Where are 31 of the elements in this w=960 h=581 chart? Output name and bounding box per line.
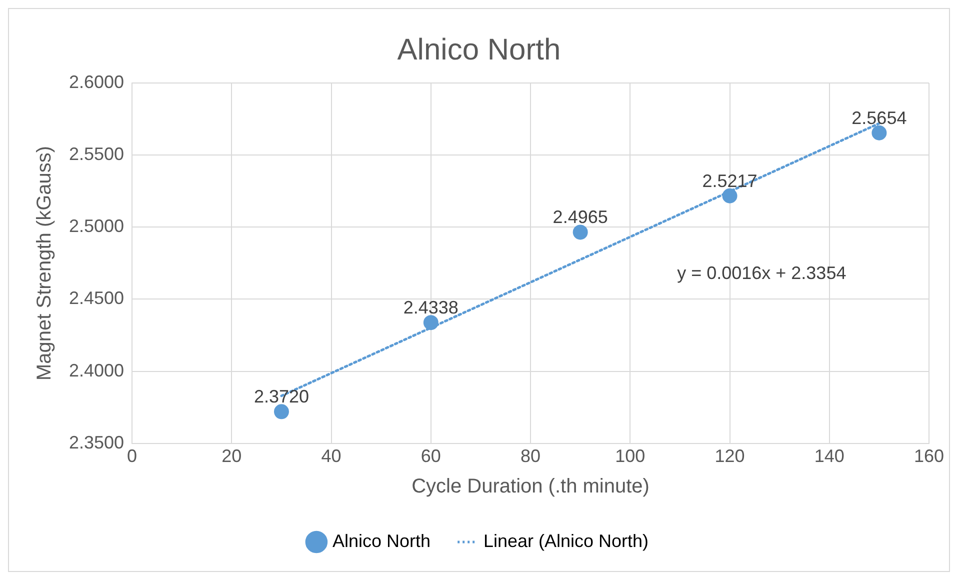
x-tick-label: 0 [127, 446, 138, 466]
x-tick-label: 80 [520, 446, 541, 466]
x-axis-title: Cycle Duration (.th minute) [412, 476, 650, 498]
point [722, 188, 738, 204]
data-label: 2.4338 [403, 298, 458, 318]
point [572, 224, 588, 240]
x-tick-label: 100 [615, 446, 646, 466]
y-tick-label: 2.4000 [68, 360, 124, 380]
y-tick-label: 2.5000 [68, 216, 124, 236]
y-tick-label: 2.3500 [68, 432, 124, 452]
y-tick-label: 2.4500 [68, 288, 124, 308]
data-label: 2.3720 [254, 386, 310, 407]
chart-title: Alnico North [397, 33, 561, 66]
x-tick-label: 140 [814, 446, 844, 466]
x-tick-label: 160 [914, 446, 944, 466]
x-tick-label: 60 [420, 446, 441, 466]
data-label: 2.4965 [552, 207, 608, 228]
point [423, 315, 438, 330]
x-tick-label: 120 [714, 446, 745, 466]
x-tick-label: 20 [222, 446, 242, 466]
data-label: 2.5654 [852, 108, 907, 128]
annotation: y = 0.0016x + 2.3354 [677, 262, 846, 283]
legend-label: Linear (Alnico North) [483, 530, 649, 551]
point [872, 125, 887, 140]
x-tick-label: 40 [321, 446, 342, 466]
y-tick-label: 2.5500 [68, 144, 124, 164]
legend-label: Alnico North [332, 530, 430, 551]
point [274, 404, 289, 420]
y-tick-label: 2.6000 [68, 72, 124, 92]
data-label: 2.5217 [702, 170, 758, 191]
y-axis-title: Magnet Strength (kGauss) [34, 146, 56, 380]
